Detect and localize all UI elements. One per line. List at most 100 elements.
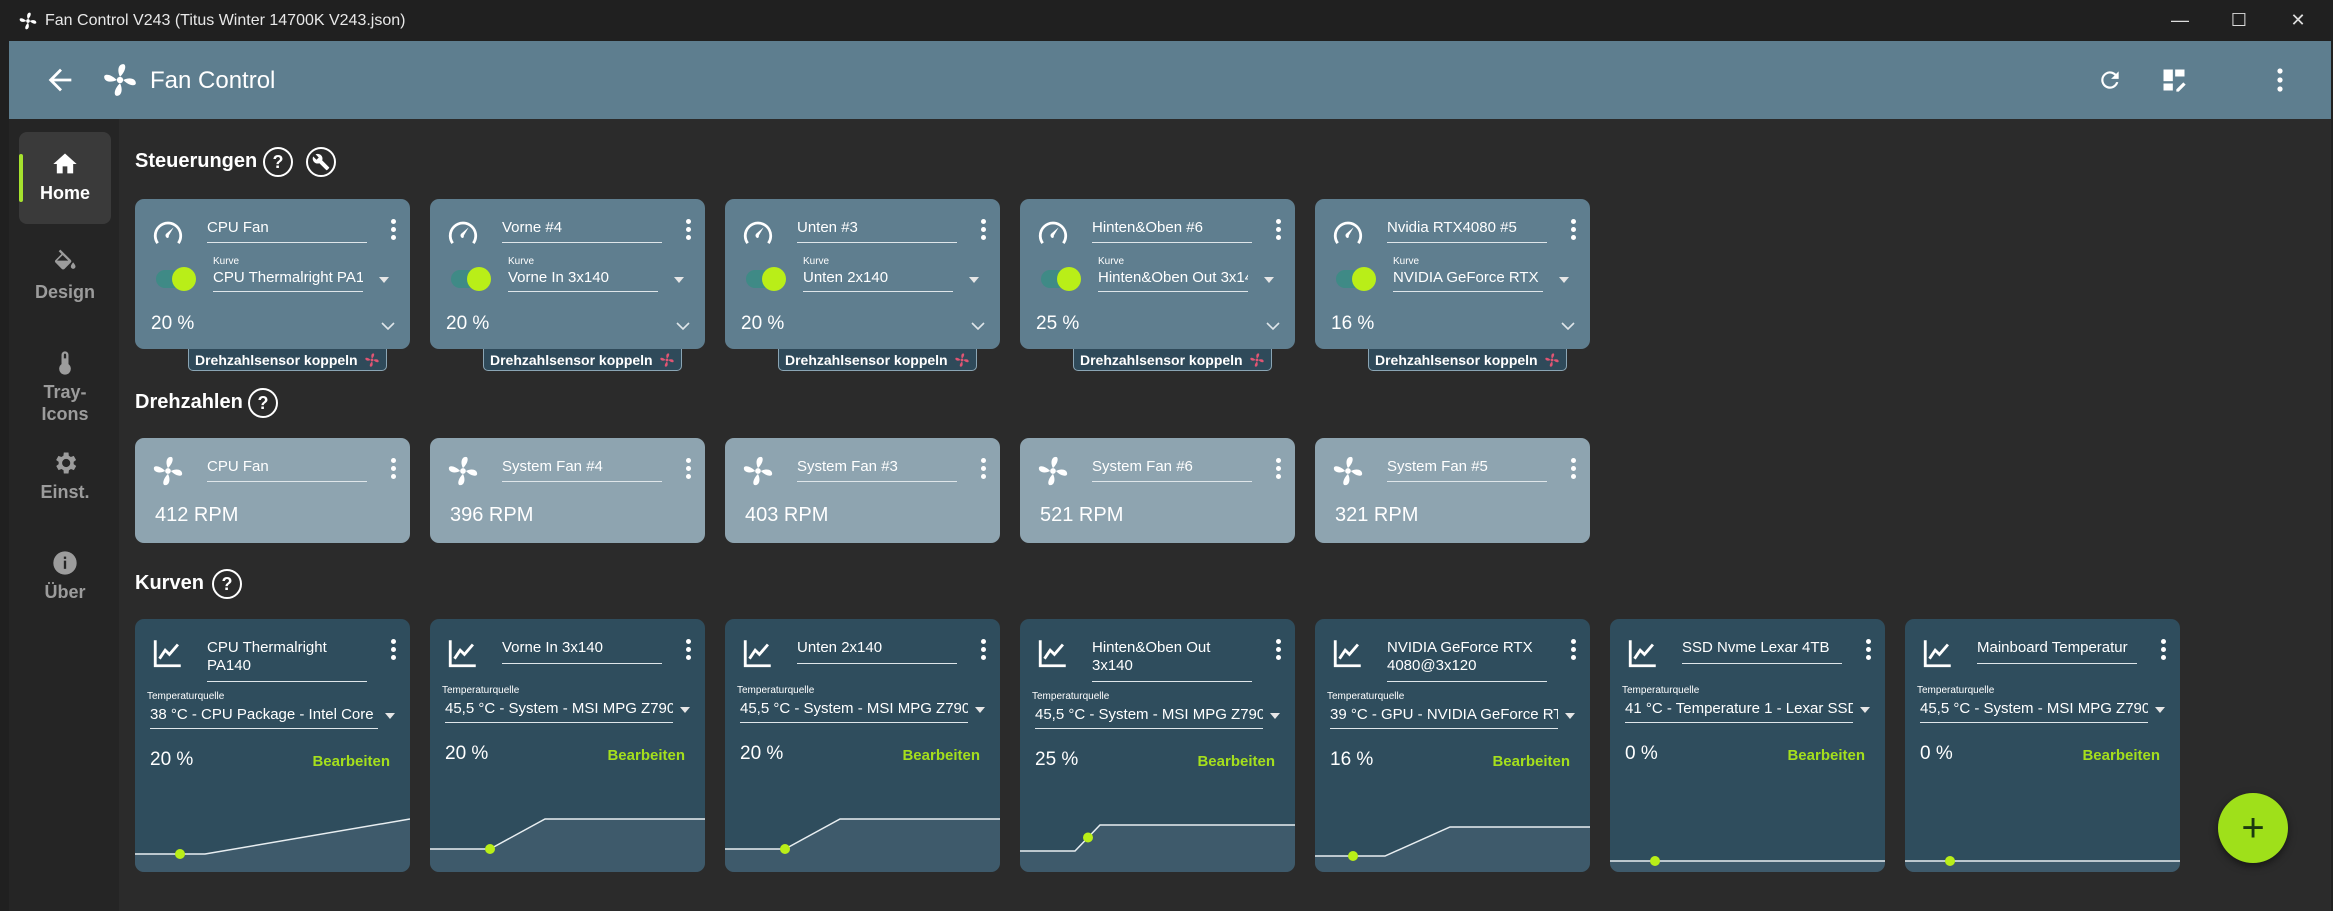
curve-more-icon[interactable] <box>1863 639 1873 665</box>
curve-name[interactable]: Hinten&Oben Out 3x140 <box>1092 639 1252 682</box>
edit-curve-button[interactable]: Bearbeiten <box>312 753 390 770</box>
controls-help-icon[interactable]: ? <box>263 147 293 177</box>
close-button[interactable]: ✕ <box>2270 0 2326 41</box>
control-name[interactable]: Hinten&Oben #6 <box>1092 219 1252 243</box>
curve-name[interactable]: SSD Nvme Lexar 4TB <box>1682 639 1842 664</box>
link-rpm-sensor-button[interactable]: Drehzahlsensor koppeln <box>1073 349 1272 371</box>
chevron-down-icon[interactable] <box>1559 277 1569 283</box>
temp-source-select[interactable]: 45,5 °C - System - MSI MPG Z790 <box>740 700 968 723</box>
chevron-down-icon[interactable] <box>2155 707 2165 713</box>
nav-tray-icons[interactable]: Tray- Icons <box>19 331 111 431</box>
edit-curve-button[interactable]: Bearbeiten <box>607 747 685 764</box>
link-rpm-sensor-button[interactable]: Drehzahlsensor koppeln <box>188 349 387 371</box>
minimize-button[interactable]: — <box>2152 0 2208 41</box>
curve-name[interactable]: Unten 2x140 <box>797 639 957 664</box>
curve-more-icon[interactable] <box>978 639 988 665</box>
curve-select[interactable]: Vorne In 3x140 <box>508 269 658 292</box>
chevron-down-icon[interactable] <box>975 707 985 713</box>
curve-line <box>430 818 705 850</box>
curve-more-icon[interactable] <box>683 639 693 665</box>
chevron-down-icon[interactable] <box>1565 713 1575 719</box>
curve-more-icon[interactable] <box>1568 639 1578 665</box>
temp-source-select[interactable]: 45,5 °C - System - MSI MPG Z790 <box>1035 706 1263 729</box>
speed-sensor-name[interactable]: System Fan #6 <box>1092 458 1252 482</box>
nav-design[interactable]: Design <box>19 231 111 323</box>
temp-source-select[interactable]: 45,5 °C - System - MSI MPG Z790 <box>445 700 673 723</box>
control-enable-toggle[interactable] <box>1041 267 1081 291</box>
temp-source-select[interactable]: 38 °C - CPU Package - Intel Core i7-1470… <box>150 706 378 729</box>
curve-select[interactable]: NVIDIA GeForce RTX 4080@3x120 <box>1393 269 1543 292</box>
nav-home[interactable]: Home <box>19 132 111 224</box>
curve-name[interactable]: Vorne In 3x140 <box>502 639 662 664</box>
back-arrow-icon[interactable] <box>43 63 77 97</box>
control-more-icon[interactable] <box>978 219 988 245</box>
speed-more-icon[interactable] <box>683 458 693 484</box>
curve-more-icon[interactable] <box>1273 639 1283 665</box>
curves-help-icon[interactable]: ? <box>212 569 242 599</box>
add-fab-button[interactable]: + <box>2218 793 2288 863</box>
speed-more-icon[interactable] <box>1273 458 1283 484</box>
temp-source-select[interactable]: 45,5 °C - System - MSI MPG Z790 <box>1920 700 2148 723</box>
control-name[interactable]: Nvidia RTX4080 #5 <box>1387 219 1547 243</box>
control-enable-toggle[interactable] <box>746 267 786 291</box>
curve-name-line1: NVIDIA GeForce RTX <box>1387 639 1533 656</box>
edit-curve-button[interactable]: Bearbeiten <box>1787 747 1865 764</box>
curve-more-icon[interactable] <box>2158 639 2168 665</box>
chevron-down-icon[interactable] <box>1264 277 1274 283</box>
curve-more-icon[interactable] <box>388 639 398 665</box>
speed-more-icon[interactable] <box>978 458 988 484</box>
curve-name[interactable]: NVIDIA GeForce RTX 4080@3x120 <box>1387 639 1547 682</box>
nav-about[interactable]: Über <box>19 531 111 623</box>
curve-select[interactable]: Unten 2x140 <box>803 269 953 292</box>
link-rpm-sensor-button[interactable]: Drehzahlsensor koppeln <box>483 349 682 371</box>
speed-sensor-name[interactable]: System Fan #4 <box>502 458 662 482</box>
speed-sensor-name[interactable]: System Fan #3 <box>797 458 957 482</box>
chevron-down-icon[interactable] <box>385 713 395 719</box>
expand-chevron-icon[interactable] <box>1266 319 1280 333</box>
refresh-button[interactable] <box>2093 63 2127 97</box>
control-more-icon[interactable] <box>388 219 398 245</box>
expand-chevron-icon[interactable] <box>381 319 395 333</box>
control-more-icon[interactable] <box>1273 219 1283 245</box>
control-enable-toggle[interactable] <box>156 267 196 291</box>
edit-curve-button[interactable]: Bearbeiten <box>2082 747 2160 764</box>
controls-wrench-icon[interactable] <box>306 147 336 177</box>
expand-chevron-icon[interactable] <box>971 319 985 333</box>
maximize-button[interactable]: ☐ <box>2211 0 2267 41</box>
chevron-down-icon[interactable] <box>674 277 684 283</box>
chevron-down-icon[interactable] <box>1270 713 1280 719</box>
nav-home-label: Home <box>39 183 90 203</box>
more-menu-button[interactable] <box>2263 63 2297 97</box>
control-more-icon[interactable] <box>683 219 693 245</box>
edit-curve-button[interactable]: Bearbeiten <box>1492 753 1570 770</box>
speed-more-icon[interactable] <box>388 458 398 484</box>
control-name[interactable]: Unten #3 <box>797 219 957 243</box>
curve-name[interactable]: Mainboard Temperatur <box>1977 639 2137 664</box>
speed-sensor-name[interactable]: System Fan #5 <box>1387 458 1547 482</box>
edit-curve-button[interactable]: Bearbeiten <box>902 747 980 764</box>
control-enable-toggle[interactable] <box>451 267 491 291</box>
speed-more-icon[interactable] <box>1568 458 1578 484</box>
control-name[interactable]: Vorne #4 <box>502 219 662 243</box>
dashboard-edit-button[interactable] <box>2157 63 2191 97</box>
expand-chevron-icon[interactable] <box>1561 319 1575 333</box>
speeds-help-icon[interactable]: ? <box>248 388 278 418</box>
curve-name[interactable]: CPU Thermalright PA140 <box>207 639 367 682</box>
link-rpm-sensor-button[interactable]: Drehzahlsensor koppeln <box>1368 349 1567 371</box>
curve-select[interactable]: CPU Thermalright PA140 <box>213 269 363 292</box>
temp-source-select[interactable]: 41 °C - Temperature 1 - Lexar SSD <box>1625 700 1853 723</box>
chevron-down-icon[interactable] <box>680 707 690 713</box>
chevron-down-icon[interactable] <box>1860 707 1870 713</box>
control-enable-toggle[interactable] <box>1336 267 1376 291</box>
chevron-down-icon[interactable] <box>379 277 389 283</box>
chevron-down-icon[interactable] <box>969 277 979 283</box>
expand-chevron-icon[interactable] <box>676 319 690 333</box>
speed-sensor-name[interactable]: CPU Fan <box>207 458 367 482</box>
temp-source-select[interactable]: 39 °C - GPU - NVIDIA GeForce RTX 4080 <box>1330 706 1558 729</box>
link-rpm-sensor-button[interactable]: Drehzahlsensor koppeln <box>778 349 977 371</box>
curve-select[interactable]: Hinten&Oben Out 3x140 <box>1098 269 1248 292</box>
control-more-icon[interactable] <box>1568 219 1578 245</box>
control-name[interactable]: CPU Fan <box>207 219 367 243</box>
nav-settings[interactable]: Einst. <box>19 431 111 523</box>
edit-curve-button[interactable]: Bearbeiten <box>1197 753 1275 770</box>
